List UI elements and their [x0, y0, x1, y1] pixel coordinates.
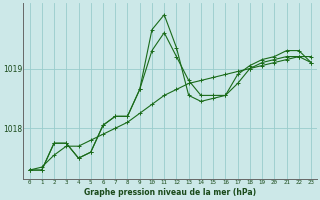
X-axis label: Graphe pression niveau de la mer (hPa): Graphe pression niveau de la mer (hPa) [84, 188, 256, 197]
